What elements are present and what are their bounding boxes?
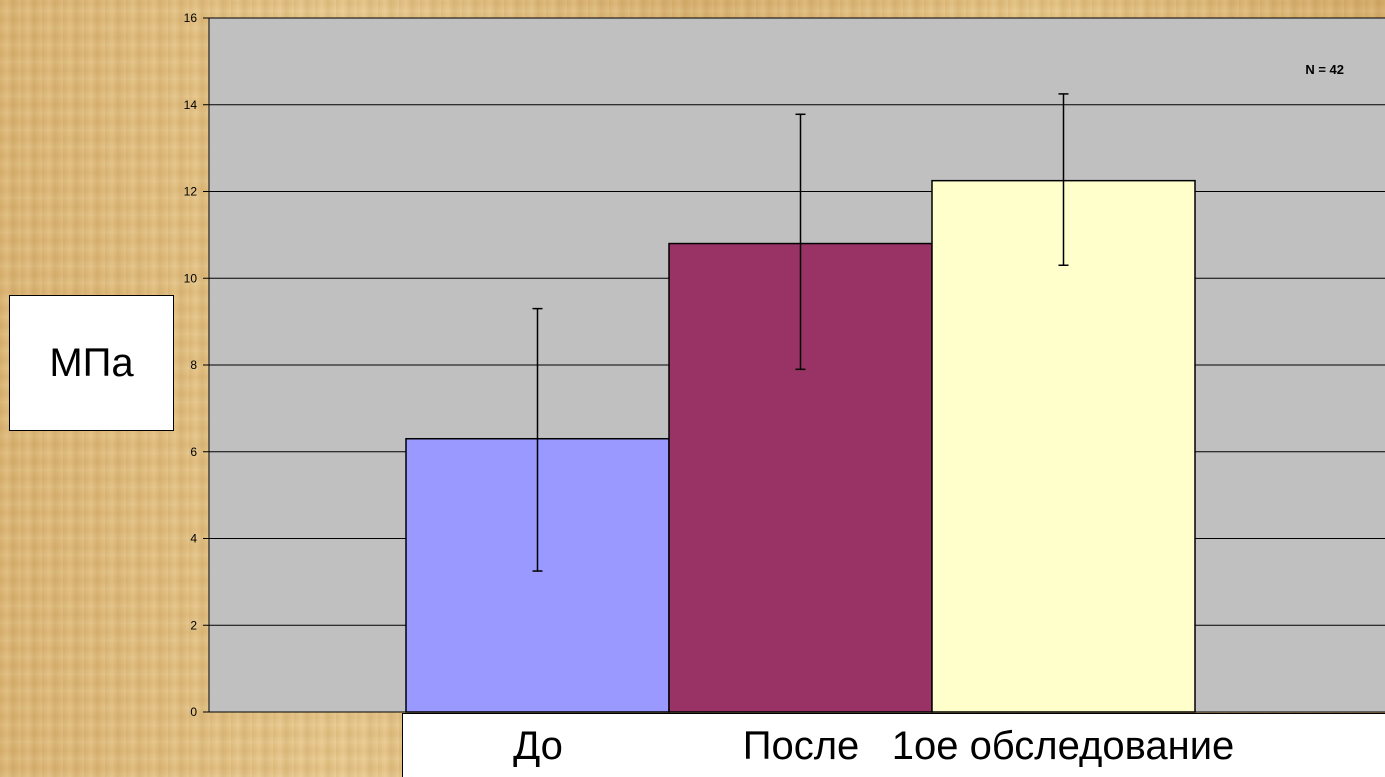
y-tick-label: 4 <box>190 532 197 546</box>
x-axis-labels: До После 1ое обследование <box>402 713 1385 777</box>
y-axis-label-text: МПа <box>49 340 134 385</box>
bars <box>405 179 1196 713</box>
y-tick-label: 2 <box>190 618 197 632</box>
bar-2 <box>668 242 933 713</box>
y-tick-label: 10 <box>184 271 198 285</box>
error-bars <box>532 93 1069 572</box>
y-tick-label: 16 <box>184 11 198 25</box>
category-label-first-exam: 1ое обследование <box>891 724 1235 768</box>
y-tick-label: 8 <box>190 358 197 372</box>
bar-3 <box>931 179 1196 713</box>
y-axis-label: МПа <box>9 295 174 431</box>
y-tick-label: 14 <box>184 98 198 112</box>
y-tick-label: 6 <box>190 445 197 459</box>
sample-size-annotation: N = 42 <box>1305 62 1344 77</box>
category-label-after: После <box>742 724 860 768</box>
category-label-before: До <box>513 724 563 768</box>
y-tick-label: 0 <box>190 705 197 719</box>
y-tick-label: 12 <box>184 185 198 199</box>
